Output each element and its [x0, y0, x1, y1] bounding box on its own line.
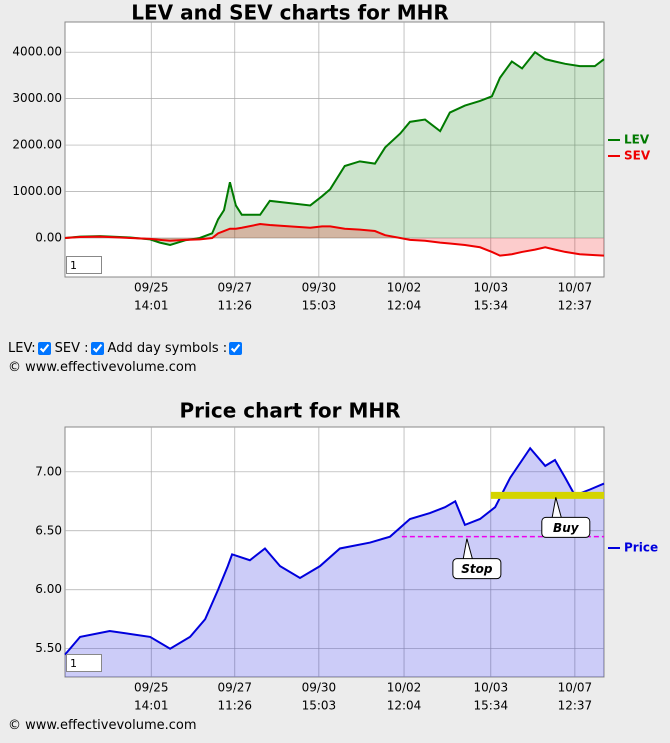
x-tick-label: 10/07: [558, 281, 593, 295]
x-tick-label: 10/03: [474, 681, 509, 695]
input-box[interactable]: 1: [66, 654, 102, 672]
x-tick-label: 12:37: [558, 299, 593, 313]
y-tick-label: 3000.00: [12, 91, 62, 105]
area-fill: [65, 52, 604, 245]
x-tick-label: 15:03: [302, 299, 337, 313]
area-fill: [65, 448, 604, 677]
plot-area: [64, 21, 605, 278]
y-tick-label: 6.50: [35, 523, 62, 537]
checkbox[interactable]: [90, 342, 104, 355]
callout-box: [541, 516, 591, 538]
input-box[interactable]: 1: [66, 256, 102, 274]
y-tick-label: 6.00: [35, 582, 62, 596]
checkbox-label: LEV:: [8, 341, 36, 356]
callout-label: Stop: [461, 562, 493, 576]
chart-title: Price chart for MHR: [179, 399, 400, 423]
line: [64, 223, 605, 257]
chart-title: LEV and SEV charts for MHR: [131, 1, 449, 25]
x-tick-label: 15:03: [302, 699, 337, 713]
controls: LEV: SEV : Add day symbols :: [8, 341, 246, 356]
x-tick-label: 12:37: [558, 699, 593, 713]
y-tick-label: 4000.00: [12, 45, 62, 59]
y-tick-label: 2000.00: [12, 138, 62, 152]
legend-label: Price: [624, 541, 658, 555]
legend-label: SEV: [624, 149, 651, 163]
x-tick-label: 12:04: [387, 699, 422, 713]
x-tick-label: 09/30: [302, 281, 337, 295]
checkbox-label: Add day symbols :: [107, 341, 228, 356]
x-tick-label: 09/25: [134, 281, 169, 295]
checkbox[interactable]: [229, 342, 243, 355]
x-tick-label: 10/02: [387, 281, 422, 295]
x-tick-label: 12:04: [387, 299, 422, 313]
copyright: © www.effectivevolume.com: [8, 360, 197, 375]
x-tick-label: 10/02: [387, 681, 422, 695]
x-tick-label: 11:26: [217, 699, 252, 713]
x-tick-label: 15:34: [474, 299, 509, 313]
x-tick-label: 09/27: [217, 281, 252, 295]
checkbox-label: SEV :: [54, 341, 89, 356]
line: [64, 446, 605, 656]
legend-label: LEV: [624, 133, 650, 147]
x-tick-label: 10/07: [558, 681, 593, 695]
y-tick-label: 1000.00: [12, 184, 62, 198]
checkbox[interactable]: [37, 342, 51, 355]
x-tick-label: 11:26: [217, 299, 252, 313]
x-tick-label: 09/30: [302, 681, 337, 695]
x-tick-label: 15:34: [474, 699, 509, 713]
x-tick-label: 10/03: [474, 281, 509, 295]
x-tick-label: 09/25: [134, 681, 169, 695]
callout-label: Buy: [553, 521, 580, 535]
x-tick-label: 14:01: [134, 299, 169, 313]
callout-box: [452, 558, 502, 580]
copyright: © www.effectivevolume.com: [8, 718, 197, 733]
y-tick-label: 0.00: [35, 230, 62, 244]
y-tick-label: 5.50: [35, 641, 62, 655]
x-tick-label: 14:01: [134, 699, 169, 713]
y-tick-label: 7.00: [35, 464, 62, 478]
x-tick-label: 09/27: [217, 681, 252, 695]
